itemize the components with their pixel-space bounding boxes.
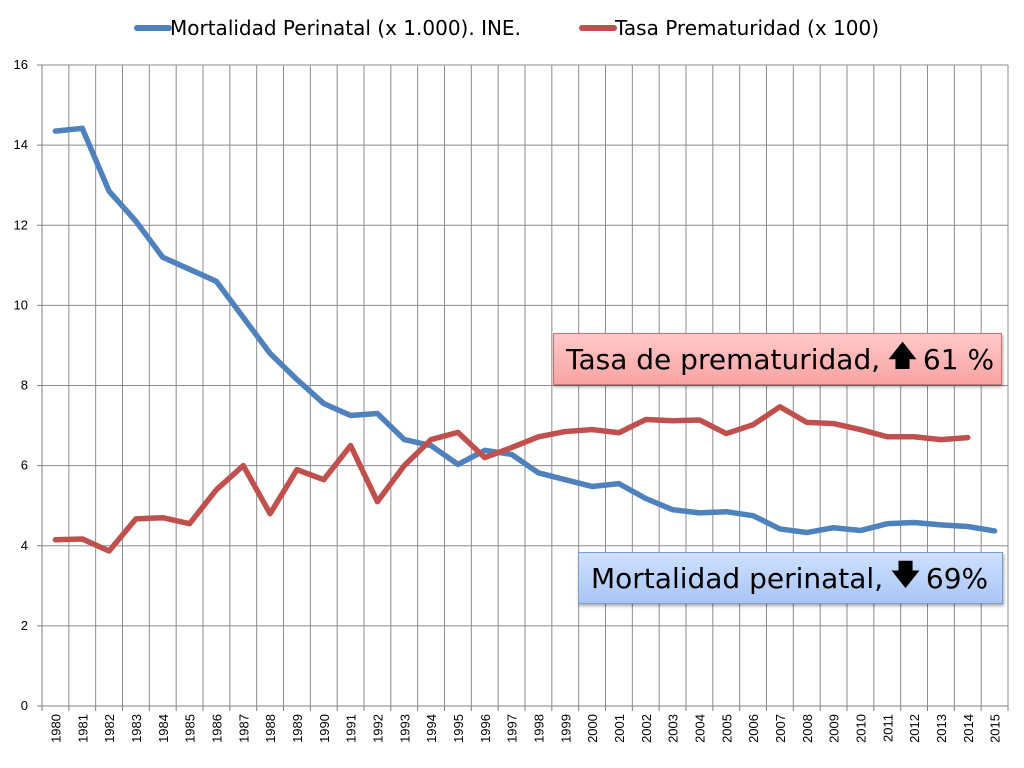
arrow-down-icon: 🡇 (891, 558, 920, 591)
x-tick-label: 2007 (773, 714, 788, 743)
series-line-1 (52, 403, 971, 554)
x-tick-label: 2003 (666, 714, 681, 743)
x-axis-ticks: 1980 1981 1982 1983 1984 1985 1986 1987 1988 1989… (48, 714, 1002, 743)
x-tick-label: 1984 (156, 714, 171, 743)
prematurity-annotation: Tasa de prematuridad, 🡅 61 % (553, 333, 1002, 385)
x-tick-label: 2004 (692, 714, 707, 743)
x-tick-label: 1986 (209, 714, 224, 743)
x-tick-label: 1993 (397, 714, 412, 743)
x-tick-label: 1985 (183, 714, 198, 743)
x-tick-label: 1990 (317, 714, 332, 743)
y-tick-label: 12 (14, 217, 28, 232)
legend-label-1: Tasa Prematuridad (x 100) (614, 16, 879, 40)
x-tick-label: 1983 (129, 714, 144, 743)
x-tick-label: 2002 (639, 714, 654, 743)
x-tick-label: 2000 (585, 714, 600, 743)
series-lines (52, 125, 998, 554)
x-tick-label: 2011 (880, 714, 895, 742)
y-tick-label: 10 (14, 297, 28, 312)
x-tick-label: 2005 (719, 714, 734, 743)
prematurity-annotation-text: Tasa de prematuridad, (566, 342, 881, 376)
x-tick-label: 2010 (853, 714, 868, 743)
mortality-annotation: Mortalidad perinatal, 🡇 69% (578, 552, 1003, 604)
x-tick-label: 1995 (451, 714, 466, 743)
chart-axes (37, 64, 1009, 711)
x-tick-label: 2009 (827, 714, 842, 743)
arrow-up-icon: 🡅 (888, 339, 917, 372)
y-axis-ticks: 0 2 4 6 8 10 12 14 16 (14, 57, 28, 713)
x-tick-label: 1997 (505, 714, 520, 743)
x-tick-label: 2014 (961, 714, 976, 743)
x-tick-label: 1980 (48, 714, 63, 743)
x-tick-label: 2008 (800, 714, 815, 743)
mortality-annotation-value: 69% (925, 561, 989, 595)
x-tick-label: 1988 (263, 714, 278, 743)
legend-label-0: Mortalidad Perinatal (x 1.000). INE. (170, 16, 521, 40)
x-tick-label: 1987 (236, 714, 251, 743)
x-tick-label: 1991 (344, 714, 359, 743)
y-tick-label: 8 (21, 378, 28, 393)
mortality-annotation-text: Mortalidad perinatal, (591, 561, 884, 595)
x-tick-label: 1996 (478, 714, 493, 743)
x-tick-label: 1981 (75, 714, 90, 743)
x-tick-label: 1994 (424, 714, 439, 743)
x-tick-label: 1998 (531, 714, 546, 743)
chart-grid (42, 64, 1009, 706)
x-tick-label: 1992 (370, 714, 385, 743)
series-line-0 (52, 125, 998, 536)
x-tick-label: 1982 (102, 714, 117, 743)
y-tick-label: 0 (21, 698, 28, 713)
x-tick-label: 1999 (558, 714, 573, 743)
prematurity-annotation-value: 61 % (922, 342, 995, 376)
y-tick-label: 14 (14, 137, 28, 152)
x-tick-label: 2012 (907, 714, 922, 743)
y-tick-label: 6 (21, 458, 28, 473)
y-tick-label: 16 (14, 57, 28, 72)
legend: Mortalidad Perinatal (x 1.000). INE. Tasa… (134, 16, 879, 40)
y-tick-label: 4 (21, 538, 28, 553)
x-tick-label: 2001 (612, 714, 627, 743)
x-tick-label: 2015 (988, 714, 1003, 743)
y-tick-label: 2 (21, 618, 28, 633)
x-tick-label: 2006 (746, 714, 761, 743)
x-tick-label: 1989 (290, 714, 305, 743)
x-tick-label: 2013 (934, 714, 949, 743)
